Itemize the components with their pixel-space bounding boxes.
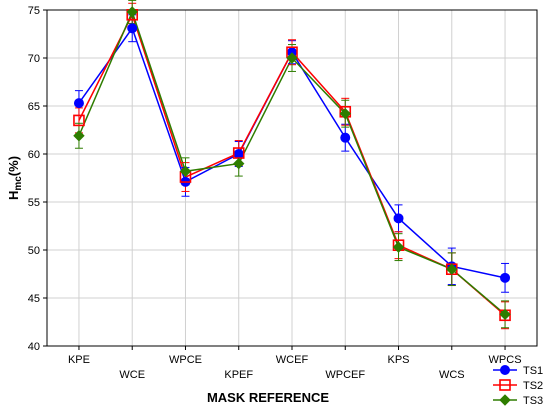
- data-point-ts3: [286, 52, 298, 64]
- x-axis-title: MASK REFERENCE: [207, 390, 329, 405]
- legend: TS1 TS2 TS3: [493, 365, 543, 407]
- x-tick-label: KPEF: [224, 369, 253, 381]
- y-tick-label: 65: [28, 101, 40, 113]
- y-tick-label: 70: [28, 53, 40, 65]
- legend-label-ts3: TS3: [523, 395, 543, 407]
- x-tick-label: WPCEF: [325, 369, 365, 381]
- data-point-ts1: [73, 98, 84, 109]
- data-point-ts1: [127, 23, 138, 34]
- data-point-ts3: [392, 241, 405, 253]
- y-tick-label: 45: [28, 293, 40, 305]
- x-tick-label: WCS: [439, 369, 465, 381]
- data-point-ts3: [339, 107, 351, 120]
- y-tick-label: 55: [28, 197, 40, 209]
- legend-label-ts2: TS2: [523, 380, 543, 392]
- x-tick-label: WPCE: [169, 354, 202, 366]
- data-point-ts1: [500, 272, 511, 283]
- data-point-ts2: [499, 379, 511, 391]
- y-tick-label: 40: [28, 341, 40, 353]
- x-tick-label: WCEF: [276, 354, 309, 366]
- y-tick-label: 75: [28, 5, 40, 17]
- data-point-ts3: [179, 165, 192, 177]
- legend-label-ts1: TS1: [523, 365, 543, 377]
- x-axis-ticks: KPE WCE WPCE KPEF WCEF WPCEF KPS WCS WPCS: [68, 346, 522, 381]
- data-point-ts3: [499, 308, 511, 321]
- x-tick-label: KPE: [68, 354, 90, 366]
- x-tick-label: WCE: [119, 369, 145, 381]
- y-axis-ticks: 40 45 50 55 60 65 70 75: [28, 5, 47, 353]
- x-tick-label: KPS: [388, 354, 410, 366]
- data-point-ts3: [233, 157, 245, 170]
- y-tick-label: 50: [28, 245, 40, 257]
- data-point-ts1: [233, 149, 244, 159]
- data-point-ts1: [393, 213, 404, 224]
- y-tick-label: 60: [28, 149, 40, 161]
- data-markers: [73, 6, 511, 322]
- x-tick-label: WPCS: [489, 354, 522, 366]
- y-axis-title: Hmc(%): [6, 156, 24, 200]
- data-point-ts2: [73, 114, 85, 127]
- data-point-ts3: [126, 6, 138, 18]
- data-point-ts3: [499, 394, 511, 406]
- data-point-ts3: [73, 130, 85, 142]
- data-point-ts3: [446, 263, 458, 275]
- data-point-ts1: [340, 132, 351, 143]
- data-point-ts1: [500, 365, 510, 375]
